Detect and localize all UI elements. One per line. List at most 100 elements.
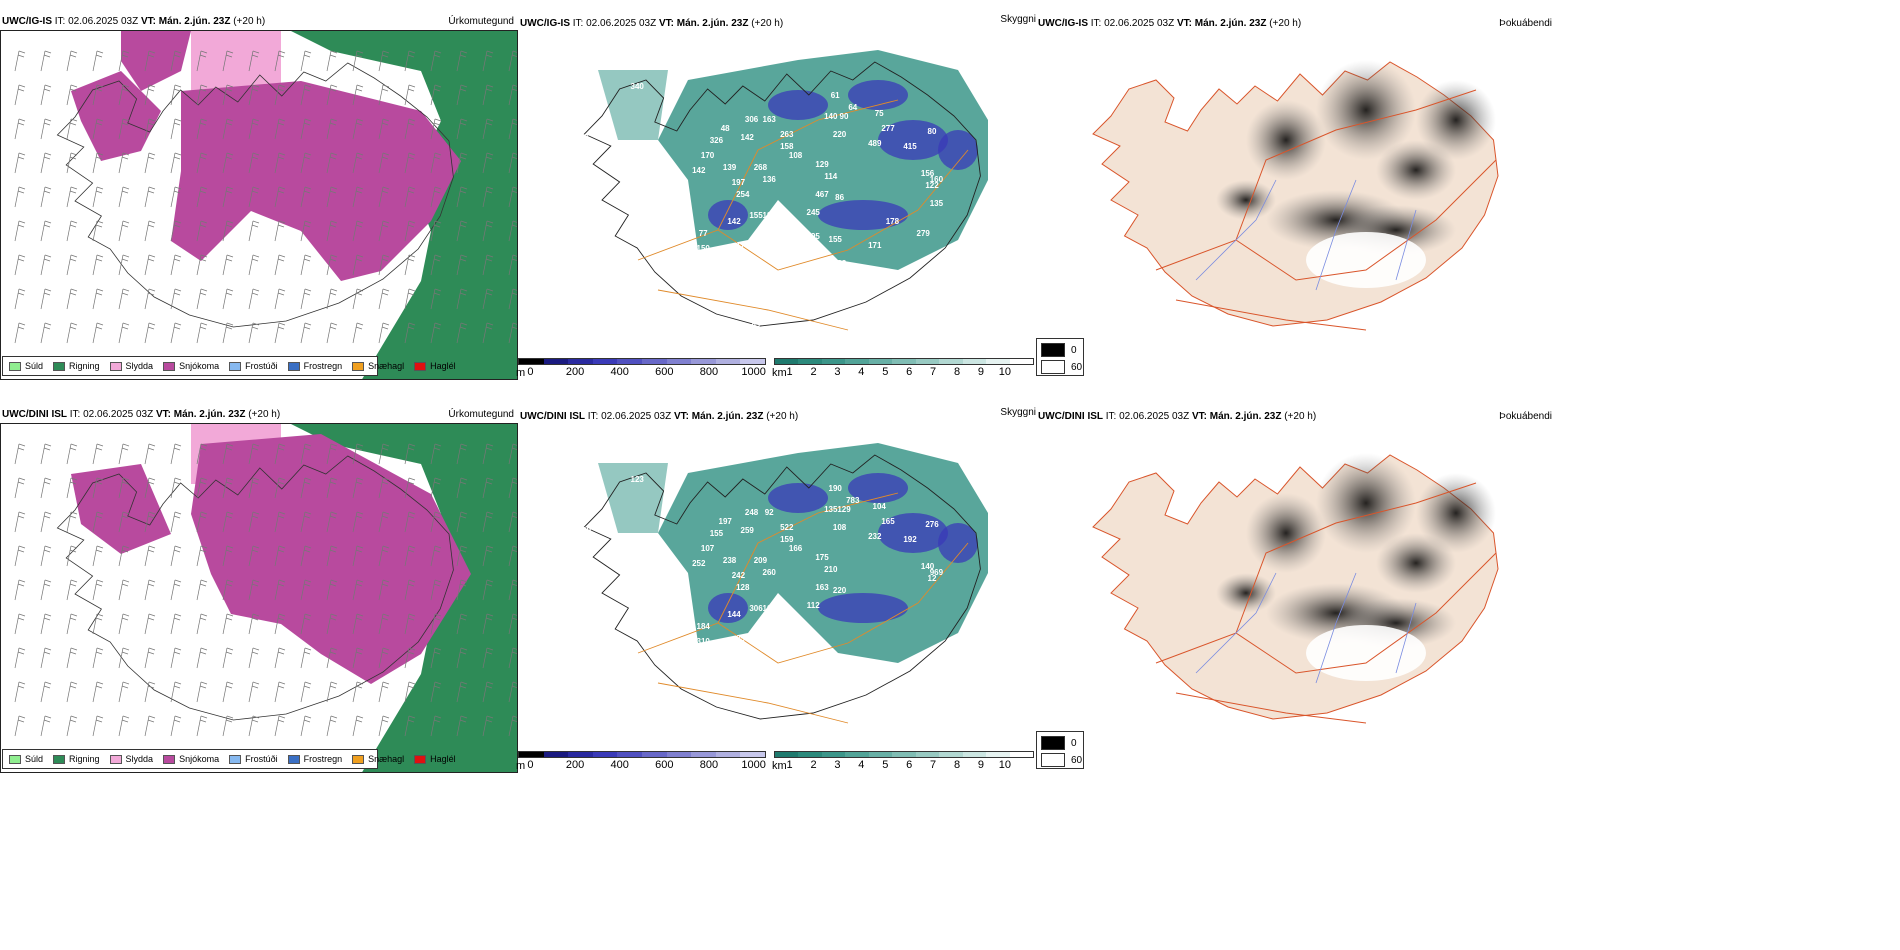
panel-title: UWC/DINI ISL IT: 02.06.2025 03Z VT: Mán.…: [520, 411, 799, 422]
cloud-base-label: 184: [697, 622, 711, 631]
legend-swatch: [163, 361, 176, 371]
cloud-base-label: 279: [917, 229, 931, 238]
cloud-base-label: 210: [824, 565, 838, 574]
legend-label: Slydda: [125, 361, 154, 371]
cloud-base-label: 310: [697, 637, 711, 646]
legend-swatch: [229, 754, 242, 764]
fog-legend-label: 60: [1071, 754, 1083, 766]
cloud-base-label: 61: [831, 91, 840, 100]
panel-name: Þokuábendi: [1499, 411, 1552, 422]
legend-swatch: [9, 361, 21, 371]
legend-item: Snæhagl: [352, 361, 404, 371]
colorbar-tick: 10: [998, 759, 1011, 771]
cloud-map[interactable]: 123 189 197 155 259 107 252 238 209 242 128 306 105 1…: [518, 423, 1036, 753]
colorbar-tick: 6: [906, 759, 913, 771]
legend-label: Snjókoma: [179, 361, 220, 371]
fog-legend-label: 0: [1071, 737, 1077, 749]
cloud-base-label: 306: [745, 115, 759, 124]
cloud-base-label: 139: [723, 163, 737, 172]
cloud-map[interactable]: 340 97 48 326 142 170 142 139 268 197 254 155 182 142…: [518, 30, 1036, 360]
cloud-base-label: 136: [763, 175, 777, 184]
legend-label: Súld: [25, 361, 44, 371]
legend-swatch: [109, 361, 122, 371]
legend-swatch: [352, 754, 365, 764]
cloud-base-label: 140: [824, 112, 838, 121]
legend-label: Rigning: [69, 361, 100, 371]
cloud-base-label: 170: [701, 151, 715, 160]
cloud-base-label: 197: [732, 178, 746, 187]
cloud-base-label: 160: [930, 175, 944, 184]
fog-panel-bottom: UWC/DINI ISL IT: 02.06.2025 03Z VT: Mán.…: [1036, 407, 1554, 773]
fog-legend-swatch: [1041, 736, 1065, 750]
cloud-base-label: 80: [928, 127, 937, 136]
cloud-base-colorbar: m 0 200 400 600 800 1000: [516, 358, 766, 379]
legend-item: Frostregn: [287, 754, 343, 764]
cloud-base-label: 64: [848, 103, 857, 112]
colorbar-tick: 4: [858, 366, 865, 378]
legend-swatch: [9, 754, 21, 764]
legend-item: Haglél: [414, 361, 456, 371]
fog-legend-swatch: [1041, 360, 1065, 374]
legend-label: Snæhagl: [368, 754, 405, 764]
cloud-base-label: 155: [829, 235, 843, 244]
fog-map[interactable]: [1036, 30, 1554, 360]
fog-legend-item: 60: [1041, 360, 1082, 374]
legend-item: Súld: [9, 754, 43, 764]
colorbar-tick: 600: [655, 759, 674, 771]
colorbar-ticks: 1 2 3 4 5 6 7 8 9 10: [774, 365, 1034, 378]
cloud-base-label: 245: [807, 208, 821, 217]
cloud-base-label: 123: [631, 475, 645, 484]
cloud-base-label: 92: [765, 508, 774, 517]
cloud-base-label: 783: [833, 259, 847, 268]
colorbar-tick: 1: [786, 759, 793, 771]
legend-swatch: [287, 361, 300, 371]
cloud-base-label: 77: [699, 229, 708, 238]
panel-name: Skyggni: [1000, 14, 1036, 25]
legend-label: Frostregn: [303, 754, 343, 764]
cloud-base-label: 107: [701, 544, 715, 553]
colorbar-tick: 7: [930, 759, 937, 771]
cloud-base-label: 108: [833, 523, 847, 532]
cloud-base-label: 142: [727, 217, 741, 226]
fog-map[interactable]: [1036, 423, 1554, 753]
legend-swatch: [53, 754, 66, 764]
cloud-base-label: 105: [763, 604, 777, 613]
colorbar-tick: 200: [565, 366, 585, 378]
legend-item: Frostúði: [229, 754, 278, 764]
cloud-base-label: 129: [815, 160, 829, 169]
colorbar-tick: 7: [930, 366, 937, 378]
cloud-base-label: 182: [763, 211, 777, 220]
legend-swatch: [352, 361, 365, 371]
cloud-base-label: 192: [903, 535, 917, 544]
colorbar-tick: 3: [834, 366, 841, 378]
cloud-base-label: 489: [868, 139, 882, 148]
cloud-base-label: 159: [780, 535, 794, 544]
precip-map[interactable]: [0, 30, 518, 380]
cloud-base-label: 112: [807, 601, 820, 610]
cloud-base-label: 158: [780, 142, 794, 151]
cloud-base-label: 259: [741, 526, 755, 535]
colorbar-tick: 8: [953, 366, 961, 378]
colorbar-unit: m: [516, 760, 526, 772]
cloud-base-label: 144: [727, 610, 741, 619]
legend-label: Haglél: [430, 361, 456, 371]
cloud-base-label: 90: [840, 112, 849, 121]
legend-swatch: [53, 361, 66, 371]
cloud-base-label: 128: [736, 583, 750, 592]
cloud-base-label: 252: [692, 559, 706, 568]
legend-swatch: [229, 361, 242, 371]
visibility-colorbar: km 1 2 3 4 5 6 7 8 9 10: [772, 358, 1034, 379]
cloud-base-label: 175: [815, 553, 829, 562]
colorbar-tick: 9: [977, 366, 985, 378]
colorbar-tick: 10: [998, 366, 1011, 378]
cloud-base-label: 277: [881, 124, 895, 133]
cloud-base-label: 197: [719, 517, 733, 526]
cloud-base-label: 165: [881, 517, 895, 526]
cloud-base-label: 195: [807, 232, 821, 241]
cloud-base-label: 166: [789, 544, 803, 553]
cloud-base-label: 86: [835, 193, 844, 202]
colorbar-tick: 1000: [741, 366, 766, 378]
precip-map[interactable]: [0, 423, 518, 773]
legend-item: Frostregn: [287, 361, 342, 371]
cloud-base-colorbar: m 0 200 400 600 800 1000: [516, 751, 766, 772]
